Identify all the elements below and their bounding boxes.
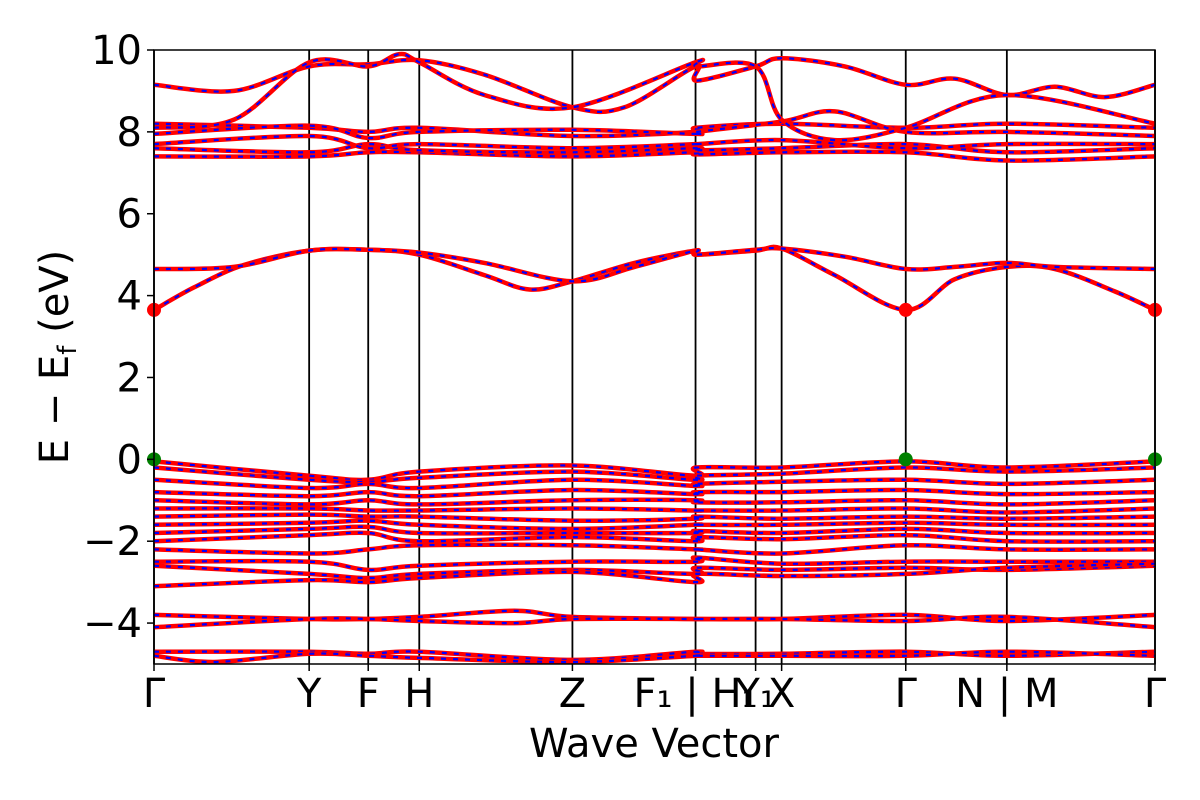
y-tick-label: −2 [83, 519, 142, 565]
y-tick-label: 10 [91, 28, 142, 74]
band-line-overlay [154, 488, 1155, 498]
band-line-overlay [154, 513, 1155, 522]
y-tick-label: 8 [117, 110, 142, 156]
band-line-overlay [154, 478, 1155, 490]
y-tick-label: 4 [117, 274, 142, 320]
x-tick-label: Γ [895, 671, 918, 717]
y-axis: 10 8 6 4 2 0 −2 −4 [83, 28, 154, 647]
band-line-overlay [154, 519, 1155, 531]
bands [154, 51, 1155, 664]
y-tick-label: −4 [83, 601, 142, 647]
band-line-overlay [154, 52, 1155, 142]
x-tick-label: Z [559, 671, 586, 717]
band-line-overlay [154, 650, 1155, 664]
band-line-overlay [154, 466, 1155, 484]
y-tick-label: 0 [117, 437, 142, 483]
band-line-overlay [154, 246, 1155, 283]
x-tick-label: F₁ | H₁ [634, 671, 758, 717]
vbm-marker [898, 452, 913, 467]
x-tick-label: H [404, 671, 434, 717]
y-tick-label: 2 [117, 355, 142, 401]
band-line-overlay [154, 615, 1155, 629]
band-line-overlay [154, 556, 1155, 572]
x-tick-label: N | M [955, 671, 1058, 717]
band-line-overlay [154, 531, 1155, 543]
band-line-overlay [154, 525, 1155, 535]
x-tick-label: Y [296, 671, 322, 717]
band-line-overlay [154, 498, 1155, 506]
y-tick-label: 6 [117, 192, 142, 238]
y-axis-label: E − Ef (eV) [32, 250, 83, 465]
band-line-overlay [154, 142, 1155, 154]
band-line-overlay [154, 110, 1155, 140]
plot-frame [153, 49, 1156, 665]
x-tick-label: Y₁ [734, 671, 775, 717]
band-line-overlay [154, 562, 1155, 588]
band-line-overlay [154, 134, 1155, 150]
x-tick-label: F [357, 671, 380, 717]
band-line-overlay [154, 543, 1155, 555]
band-line-overlay [154, 507, 1155, 514]
x-tick-label: X [768, 671, 795, 717]
x-axis-label: Wave Vector [529, 721, 780, 767]
x-tick-label: Γ [143, 671, 166, 717]
x-tick-label: Γ [1144, 671, 1167, 717]
cbm-marker [898, 302, 913, 317]
